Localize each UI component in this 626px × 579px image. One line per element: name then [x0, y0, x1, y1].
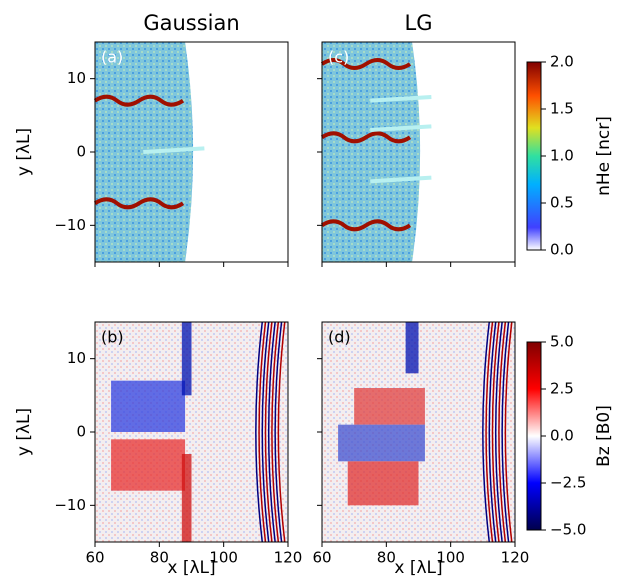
field-patch: [111, 380, 186, 432]
density-ridge: [320, 219, 412, 232]
y-tick-label: 10: [67, 349, 86, 367]
panel-title: LG: [405, 11, 433, 35]
colorbar-tick-label: −5.0: [550, 521, 586, 539]
wave-front: [255, 321, 264, 543]
wave-front: [267, 321, 276, 543]
wave-front: [491, 321, 500, 543]
x-tick-label: 100: [436, 549, 465, 567]
wave-front: [501, 321, 510, 543]
panel-label: (c): [328, 48, 349, 67]
jet: [370, 175, 432, 184]
x-axis-label: x [λL]: [167, 558, 215, 578]
density-ridge: [93, 94, 185, 107]
x-tick-label: 80: [377, 549, 396, 567]
panel-title: Gaussian: [143, 11, 239, 35]
field-patch: [338, 424, 425, 462]
colorbar-tick-label: 5.0: [550, 333, 574, 351]
panel-label: (a): [101, 48, 123, 67]
y-tick-label: 10: [67, 69, 86, 87]
x-axis-label: x [λL]: [394, 558, 442, 578]
density-ridge: [320, 58, 412, 70]
y-tick-label: −10: [54, 216, 86, 234]
field-patch: [347, 461, 419, 506]
x-tick-label: 100: [209, 549, 238, 567]
jet: [143, 146, 205, 154]
wave-front: [277, 321, 286, 543]
colorbar: [526, 341, 542, 531]
wave-front: [488, 321, 497, 543]
field-patch: [111, 439, 186, 491]
field-image: [320, 42, 432, 262]
field-image: [95, 321, 288, 543]
density-ridge: [93, 197, 185, 210]
y-axis-label: y [λL]: [14, 408, 34, 456]
field-patch: [354, 388, 425, 425]
colorbar-tick-label: 2.5: [550, 380, 574, 398]
x-tick-label: 120: [274, 549, 303, 567]
field-patch: [405, 322, 419, 374]
wave-front: [261, 321, 270, 543]
wave-front: [274, 321, 283, 543]
density-ridge: [320, 131, 412, 144]
wave-front: [498, 321, 507, 543]
field-patch: [181, 454, 192, 542]
colorbar-label: nHe [ncr]: [594, 116, 614, 196]
y-tick-label: −10: [54, 496, 86, 514]
colorbar-tick-label: 0.5: [550, 194, 574, 212]
colorbar-tick-label: 0.0: [550, 241, 574, 259]
wave-front: [494, 321, 503, 543]
field-image: [93, 42, 205, 262]
wave-front: [258, 321, 267, 543]
field-patch: [181, 322, 192, 396]
colorbar: [526, 61, 542, 251]
wave-front: [264, 321, 273, 543]
wave-front: [271, 321, 280, 543]
wave-front: [485, 321, 494, 543]
colorbar-tick-label: −2.5: [550, 474, 586, 492]
x-tick-label: 60: [312, 549, 331, 567]
y-tick-label: 0: [76, 143, 86, 161]
colorbar-tick-label: 2.0: [550, 53, 574, 71]
x-tick-label: 120: [501, 549, 530, 567]
jet: [370, 95, 432, 103]
panel-label: (d): [328, 328, 351, 347]
field-image: [322, 321, 515, 543]
colorbar-tick-label: 0.0: [550, 427, 574, 445]
colorbar-label: Bz [B0]: [594, 405, 614, 467]
plasma-region: [322, 42, 421, 262]
panel-label: (b): [101, 328, 124, 347]
colorbar-tick-label: 1.5: [550, 100, 574, 118]
y-tick-label: 0: [76, 423, 86, 441]
wave-front: [504, 321, 513, 543]
colorbar-tick-label: 1.0: [550, 147, 574, 165]
wave-front: [482, 321, 491, 543]
x-tick-label: 80: [150, 549, 169, 567]
x-tick-label: 60: [85, 549, 104, 567]
jet: [370, 124, 432, 132]
y-axis-label: y [λL]: [14, 128, 34, 176]
